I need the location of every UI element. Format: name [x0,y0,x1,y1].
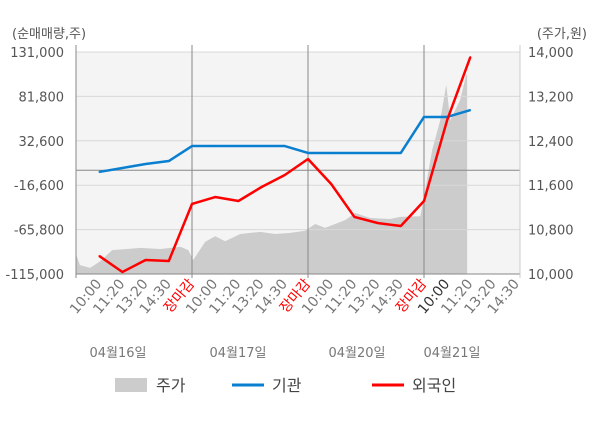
data-point [353,216,356,218]
data-point [168,260,170,262]
right-axis-title: (주가,원) [537,27,587,42]
right-tick-label: 10,800 [528,224,574,239]
price-area [76,74,468,274]
data-point [376,152,379,154]
data-point [168,160,170,162]
data-point [98,171,100,173]
left-tick-label: -115,000 [6,268,64,283]
data-point [121,271,124,273]
data-point [260,145,263,147]
data-point [260,186,263,188]
date-label: 04월16일 [89,346,146,361]
data-point [423,200,425,202]
data-point [214,196,216,198]
data-point [400,225,402,227]
data-point [307,158,309,160]
legend-foreign-label: 외국인 [412,376,456,395]
data-point [400,152,402,154]
data-point [98,255,100,257]
left-tick-label: 81,800 [19,90,65,105]
legend-price-label: 주가 [156,376,186,395]
left-axis-title: (순매매량,주) [12,27,86,42]
date-label: 04월17일 [209,346,266,361]
data-point [353,152,356,154]
data-point [237,145,240,147]
data-point [191,145,193,147]
data-point [284,174,286,176]
date-label: 04월21일 [423,346,480,361]
right-tick-label: 14,000 [528,46,574,61]
data-point [423,116,425,118]
data-point [307,152,309,154]
data-point [376,222,379,224]
right-tick-label: 12,400 [528,135,574,150]
legend: 주가 기관 외국인 [115,376,456,395]
data-point [330,152,333,154]
left-tick-label: 131,000 [10,46,64,61]
legend-price-swatch [115,378,147,392]
data-point [237,200,240,202]
data-point [469,56,472,58]
right-tick-label: 11,600 [528,179,574,194]
date-label: 04월20일 [328,346,385,361]
left-tick-label: 32,600 [19,135,65,150]
left-tick-label: -65,800 [14,224,64,239]
left-tick-label: -16,600 [14,179,64,194]
data-point [214,145,216,147]
data-point [284,145,286,147]
data-point [121,167,124,169]
legend-institution-label: 기관 [272,376,302,395]
right-tick-label: 10,000 [528,268,574,283]
data-point [446,119,449,121]
data-point [191,203,193,205]
data-point [144,163,147,165]
data-point [469,109,472,111]
data-point [144,259,147,261]
right-tick-label: 13,200 [528,90,574,105]
data-point [330,183,333,185]
